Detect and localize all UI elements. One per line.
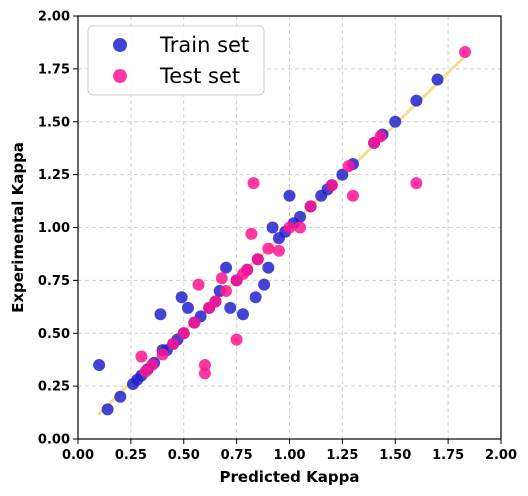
test-point bbox=[167, 337, 180, 350]
train-point bbox=[262, 261, 275, 274]
test-point bbox=[245, 227, 258, 240]
train-point bbox=[249, 291, 262, 304]
x-tick-label: 0.50 bbox=[168, 448, 200, 463]
y-tick-label: 1.75 bbox=[38, 62, 70, 77]
y-tick-label: 0.00 bbox=[38, 433, 70, 448]
test-point bbox=[188, 316, 201, 329]
x-tick-label: 0.00 bbox=[62, 448, 94, 463]
y-tick-label: 0.25 bbox=[38, 380, 70, 395]
train-point bbox=[266, 221, 279, 234]
train-point bbox=[175, 291, 188, 304]
test-point bbox=[374, 130, 387, 143]
x-tick-label: 0.25 bbox=[115, 448, 147, 463]
y-axis-title: Experimental Kappa bbox=[9, 142, 27, 313]
test-point bbox=[146, 358, 159, 371]
legend-label-train: Train set bbox=[159, 33, 249, 57]
train-point bbox=[114, 390, 127, 403]
y-tick-label: 0.75 bbox=[38, 274, 70, 289]
train-point bbox=[236, 308, 249, 321]
test-point bbox=[135, 350, 148, 363]
test-point bbox=[342, 160, 355, 173]
axis-ticks: 0.00 0.25 0.50 0.75 1.00 1.25 1.50 1.75 2.00 0.00… bbox=[38, 10, 517, 464]
x-tick-label: 0.75 bbox=[221, 448, 253, 463]
x-tick-label: 1.00 bbox=[273, 448, 305, 463]
test-point bbox=[247, 177, 260, 190]
test-point bbox=[459, 45, 472, 58]
train-point bbox=[389, 115, 402, 128]
train-point bbox=[431, 73, 444, 86]
test-point bbox=[294, 221, 307, 234]
train-point bbox=[181, 301, 194, 314]
legend: Train set Test set bbox=[87, 25, 265, 96]
legend-box bbox=[87, 25, 265, 96]
train-point bbox=[283, 189, 296, 202]
test-point bbox=[198, 358, 211, 371]
test-point bbox=[209, 295, 222, 308]
test-point bbox=[410, 177, 423, 190]
x-tick-label: 1.50 bbox=[379, 448, 411, 463]
train-point bbox=[154, 308, 167, 321]
test-series bbox=[135, 45, 472, 380]
test-point bbox=[251, 253, 264, 266]
x-tick-label: 1.25 bbox=[326, 448, 358, 463]
x-tick-label: 2.00 bbox=[485, 448, 517, 463]
test-point bbox=[230, 333, 243, 346]
legend-marker-test bbox=[113, 69, 127, 83]
train-point bbox=[294, 210, 307, 223]
x-axis-title: Predicted Kappa bbox=[220, 468, 360, 486]
train-point bbox=[258, 278, 271, 291]
y-tick-label: 2.00 bbox=[38, 10, 70, 25]
test-point bbox=[241, 263, 254, 276]
train-point bbox=[101, 403, 114, 416]
test-point bbox=[283, 221, 296, 234]
legend-label-test: Test set bbox=[159, 64, 240, 88]
data-points bbox=[93, 45, 472, 416]
test-point bbox=[304, 200, 317, 213]
test-point bbox=[198, 367, 211, 380]
train-point bbox=[224, 301, 237, 314]
test-point bbox=[215, 272, 228, 285]
test-point bbox=[177, 327, 190, 340]
y-tick-label: 1.50 bbox=[38, 115, 70, 130]
test-point bbox=[272, 244, 285, 257]
y-tick-label: 1.00 bbox=[38, 221, 70, 236]
train-point bbox=[336, 168, 349, 181]
y-tick-label: 1.25 bbox=[38, 168, 70, 183]
legend-marker-train bbox=[113, 38, 127, 52]
test-point bbox=[220, 284, 233, 297]
test-point bbox=[346, 189, 359, 202]
x-tick-label: 1.75 bbox=[432, 448, 464, 463]
test-point bbox=[325, 179, 338, 192]
train-point bbox=[93, 358, 106, 371]
test-point bbox=[156, 348, 169, 361]
test-point bbox=[262, 242, 275, 255]
test-point bbox=[192, 278, 205, 291]
y-tick-label: 0.50 bbox=[38, 327, 70, 342]
train-point bbox=[220, 261, 233, 274]
train-point bbox=[410, 94, 423, 107]
